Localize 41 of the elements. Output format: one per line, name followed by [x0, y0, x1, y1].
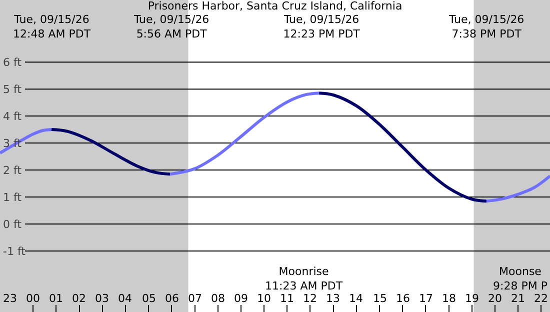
y-tick-label: 5 ft	[3, 82, 22, 96]
chart-title: Prisoners Harbor, Santa Cruz Island, California	[148, 0, 402, 12]
x-tick-label: 00	[26, 292, 40, 305]
y-tick-label: -1 ft	[3, 244, 26, 258]
x-tick-label: 04	[118, 292, 132, 305]
annotation: Moonrise 11:23 AM PDT	[265, 265, 343, 292]
annotation: Tue, 09/15/26 7:38 PM PDT	[448, 13, 524, 40]
x-tick-label: 16	[396, 292, 410, 305]
x-tick-label: 02	[72, 292, 86, 305]
x-tick-label: 20	[488, 292, 502, 305]
y-tick-label: 6 ft	[3, 56, 22, 69]
annotation: Tue, 09/15/26 5:56 AM PDT	[133, 13, 210, 40]
x-tick-label: 01	[49, 292, 63, 305]
x-tick-label: 06	[165, 292, 179, 305]
x-tick-label: 15	[373, 292, 387, 305]
x-tick-label: 17	[419, 292, 433, 305]
x-tick-label: 12	[303, 292, 317, 305]
x-tick-label: 05	[142, 292, 156, 305]
y-tick-label: 3 ft	[3, 136, 22, 150]
annotation: Tue, 09/15/26 12:48 AM PDT	[13, 13, 91, 40]
y-tick-label: 0 ft	[3, 218, 22, 231]
x-tick-label: 13	[326, 292, 340, 305]
x-tick-label: 21	[511, 292, 525, 305]
line-series	[484, 174, 550, 203]
annotation: Tue, 09/15/26 12:23 PM PDT	[283, 13, 360, 40]
annotation: Moonse 9:28 PM P	[493, 265, 548, 292]
x-tick-label: 11	[280, 292, 294, 305]
x-tick-label: 03	[95, 292, 109, 305]
line-series	[0, 128, 54, 155]
y-tick-label: 1 ft	[3, 190, 22, 204]
x-tick-label: 14	[349, 292, 363, 305]
x-tick-label: 07	[188, 292, 202, 305]
x-tick-label: 10	[257, 292, 271, 305]
x-tick-label: 22	[534, 292, 548, 305]
y-tick-label: 4 ft	[3, 110, 22, 123]
x-tick-label: 09	[234, 292, 248, 305]
x-tick-label: 19	[465, 292, 479, 305]
x-tick-label: 18	[442, 292, 456, 305]
x-tick-label: 23	[3, 292, 17, 305]
y-tick-label: 2 ft	[3, 164, 22, 177]
x-tick-label: 08	[211, 292, 225, 305]
